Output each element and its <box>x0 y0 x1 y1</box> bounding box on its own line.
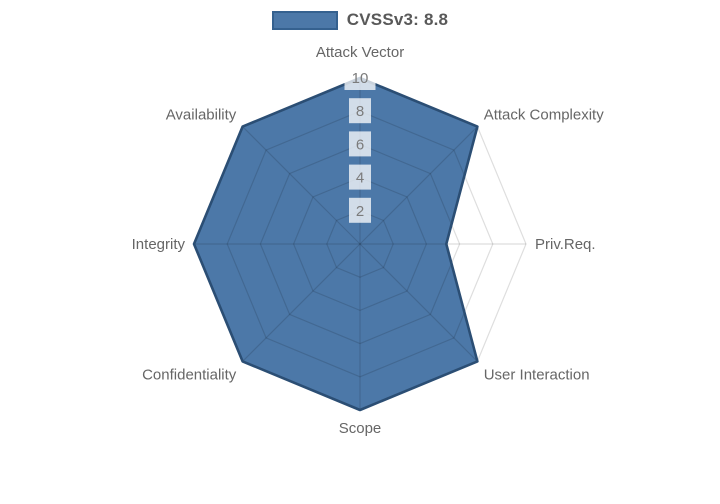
r-axis-tick: 2 <box>356 203 364 220</box>
legend-label: CVSSv3: 8.8 <box>346 10 449 29</box>
r-axis-tick: 4 <box>356 170 364 187</box>
grid-spoke <box>242 126 361 245</box>
axis-label-integrity: Integrity <box>132 236 186 253</box>
grid-ring <box>226 110 494 378</box>
r-axis-tick: 8 <box>356 103 364 120</box>
grid-spoke <box>242 243 361 362</box>
r-axis-tick: 10 <box>352 70 369 87</box>
axis-label-attack-complexity: Attack Complexity <box>484 106 605 123</box>
tick-backdrop <box>349 131 371 157</box>
axis-label-confidentiality: Confidentiality <box>142 367 237 384</box>
legend-item-cvssv3[interactable]: CVSSv3: 8.8 <box>271 10 449 30</box>
tick-backdrop <box>349 164 371 190</box>
grid-spoke <box>359 243 478 362</box>
series-cvssv3-area <box>194 78 478 410</box>
tick-backdrop <box>349 98 371 124</box>
axis-label-availability: Availability <box>166 106 237 123</box>
r-axis-tick-labels: 2 4 6 8 10 <box>344 65 376 223</box>
grid-ring <box>259 143 461 345</box>
series-cvssv3-border <box>192 76 479 412</box>
axis-label-user-interaction: User Interaction <box>484 367 590 384</box>
grid-ring <box>326 210 394 278</box>
tick-backdrop <box>349 197 371 223</box>
axis-point-labels: Attack Vector Attack Complexity Priv.Req. U… <box>132 44 605 437</box>
r-axis-tick: 6 <box>356 136 364 153</box>
axis-label-attack-vector: Attack Vector <box>316 44 404 61</box>
grid-spoke <box>359 126 478 245</box>
chart-legend: CVSSv3: 8.8 <box>0 10 720 30</box>
legend-swatch-icon <box>271 10 338 30</box>
grid-ring <box>292 176 428 312</box>
axis-label-priv-req-: Priv.Req. <box>535 236 596 253</box>
axis-label-scope: Scope <box>339 420 382 437</box>
tick-backdrop <box>344 65 376 90</box>
